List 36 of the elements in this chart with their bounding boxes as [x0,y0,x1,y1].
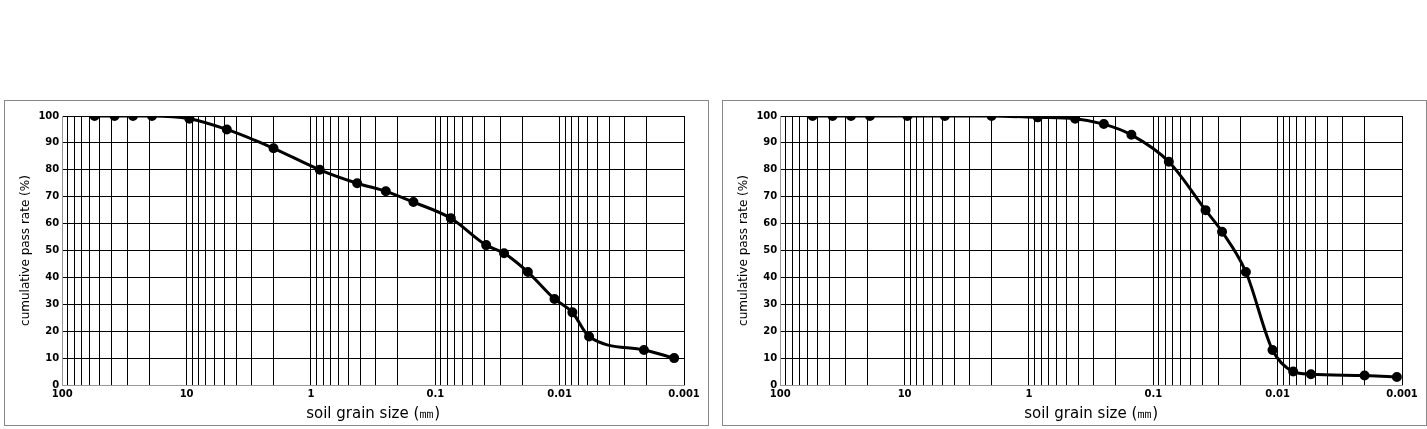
y-tick-label: 90 [45,136,60,148]
y-tick-label: 10 [763,351,778,363]
x-axis-title: soil grain size (㎜) [1024,403,1159,422]
y-tick-label: 0 [770,378,778,390]
y-tick-label: 90 [763,136,778,148]
x-tick-label: 0.01 [1265,387,1291,399]
x-tick-label: 0.001 [668,387,700,399]
x-tick-label: 1 [307,387,315,399]
x-tick-label: 10 [897,387,912,399]
y-tick-label: 100 [38,109,60,121]
y-tick-label: 30 [763,297,778,309]
y-tick-label: 80 [45,163,60,175]
y-tick-label: 70 [763,190,778,202]
y-tick-label: 50 [45,244,60,256]
y-tick-label: 20 [45,324,60,336]
x-tick-label: 0.001 [1386,387,1418,399]
y-axis-title: cumulative pass rate (%) [736,175,751,326]
y-tick-label: 80 [763,163,778,175]
y-tick-label: 10 [45,351,60,363]
y-tick-label: 40 [763,270,778,282]
y-tick-label: 60 [45,217,60,229]
y-tick-label: 0 [52,378,60,390]
y-tick-label: 20 [763,324,778,336]
y-tick-label: 30 [45,297,60,309]
x-tick-label: 0.1 [426,387,445,399]
x-tick-label: 0.1 [1144,387,1163,399]
y-tick-label: 70 [45,190,60,202]
x-tick-label: 1 [1025,387,1033,399]
x-tick-label: 0.01 [547,387,573,399]
y-axis-title: cumulative pass rate (%) [18,175,33,326]
y-tick-label: 100 [756,109,778,121]
y-tick-label: 50 [763,244,778,256]
y-tick-label: 40 [45,270,60,282]
x-axis-title: soil grain size (㎜) [306,403,441,422]
y-tick-label: 60 [763,217,778,229]
x-tick-label: 10 [179,387,194,399]
